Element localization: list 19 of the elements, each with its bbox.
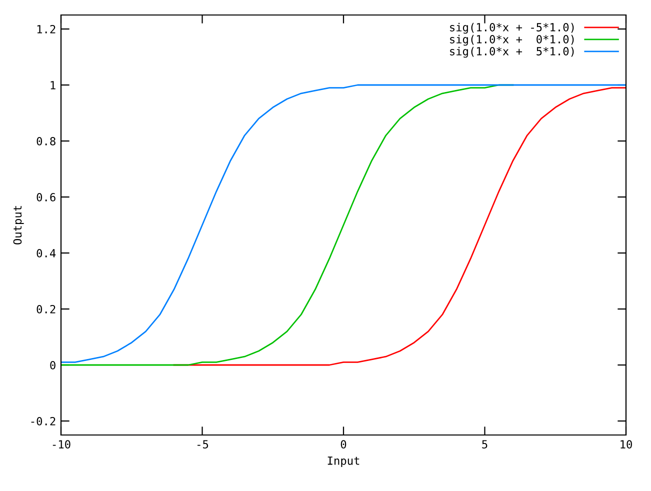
- y-tick-label: 0: [50, 361, 56, 370]
- x-axis-title: Input: [328, 456, 360, 468]
- legend-label: sig(1.0*x + 5*1.0): [450, 46, 574, 58]
- x-tick-label: 5: [482, 440, 488, 449]
- legend-label: sig(1.0*x + -5*1.0): [450, 22, 574, 34]
- y-tick-label: 0.6: [36, 193, 56, 202]
- x-tick-label: 0: [340, 440, 346, 449]
- y-tick-label: -0.2: [31, 417, 56, 426]
- y-tick-label: 1.2: [37, 25, 56, 34]
- y-axis-title: Output: [13, 206, 24, 244]
- x-tick-label: 10: [620, 440, 632, 449]
- y-tick-label: 1: [50, 81, 56, 90]
- legend-label: sig(1.0*x + 0*1.0): [450, 34, 574, 46]
- y-tick-label: 0.4: [36, 249, 56, 258]
- x-tick-label: -10: [52, 440, 70, 449]
- x-tick-label: -5: [197, 440, 208, 449]
- y-tick-label: 0.2: [36, 305, 56, 314]
- y-tick-label: 0.8: [36, 137, 56, 146]
- line-series: [61, 84, 626, 363]
